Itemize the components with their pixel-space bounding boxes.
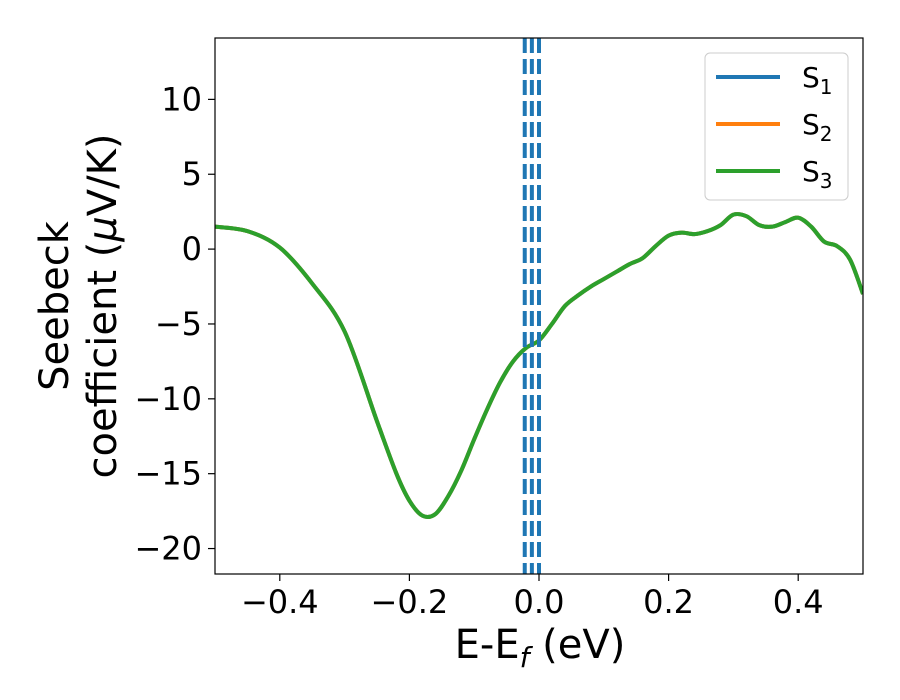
series-layer [215,212,863,519]
legend-label-s2: S2 [802,108,833,146]
legend-sub-s1: 1 [820,75,833,99]
x-axis: −0.4 −0.2 0.0 0.2 0.4 [241,574,824,621]
y-axis-label: Seebeck coefficient (μV/K) [32,134,126,479]
x-tick-label: −0.2 [371,583,449,621]
y-tick-label: −20 [134,530,202,568]
legend-sub-s3: 3 [820,169,833,193]
legend-name-s3: S [802,155,820,188]
x-tick-label: 0.0 [514,583,565,621]
x-axis-label-main: E-E [455,622,520,668]
vline-layer [522,38,541,574]
y-tick-label: 5 [182,155,202,193]
y-axis: 10 5 0 −5 −10 −15 −20 [134,80,215,568]
y-tick-label: 10 [161,80,202,118]
x-axis-label: E-Ef (eV) [455,622,626,674]
legend-box [704,52,849,201]
series-line-s3 [215,212,863,519]
y-axis-label-line2-suffix: V/K) [80,134,126,217]
x-axis-label-suffix: (eV) [529,622,625,668]
legend: S1 S2 S3 [704,52,849,201]
y-axis-label-line2: coefficient (μV/K) [80,134,126,479]
x-tick-label: 0.2 [643,583,694,621]
y-tick-label: 0 [182,230,202,268]
x-tick-label: −0.4 [241,583,319,621]
y-axis-label-line2-prefix: coefficient ( [80,242,126,479]
legend-label-s3: S3 [802,155,833,193]
x-tick-label: 0.4 [773,583,824,621]
legend-name-s2: S [802,108,820,141]
legend-name-s1: S [802,61,820,94]
y-tick-label: −15 [134,455,202,493]
y-tick-label: −10 [134,380,202,418]
legend-sub-s2: 2 [820,122,833,146]
y-axis-label-mu: μ [80,216,126,242]
y-axis-label-line1: Seebeck [32,220,78,391]
y-tick-label: −5 [155,305,202,343]
legend-label-s1: S1 [802,61,833,99]
